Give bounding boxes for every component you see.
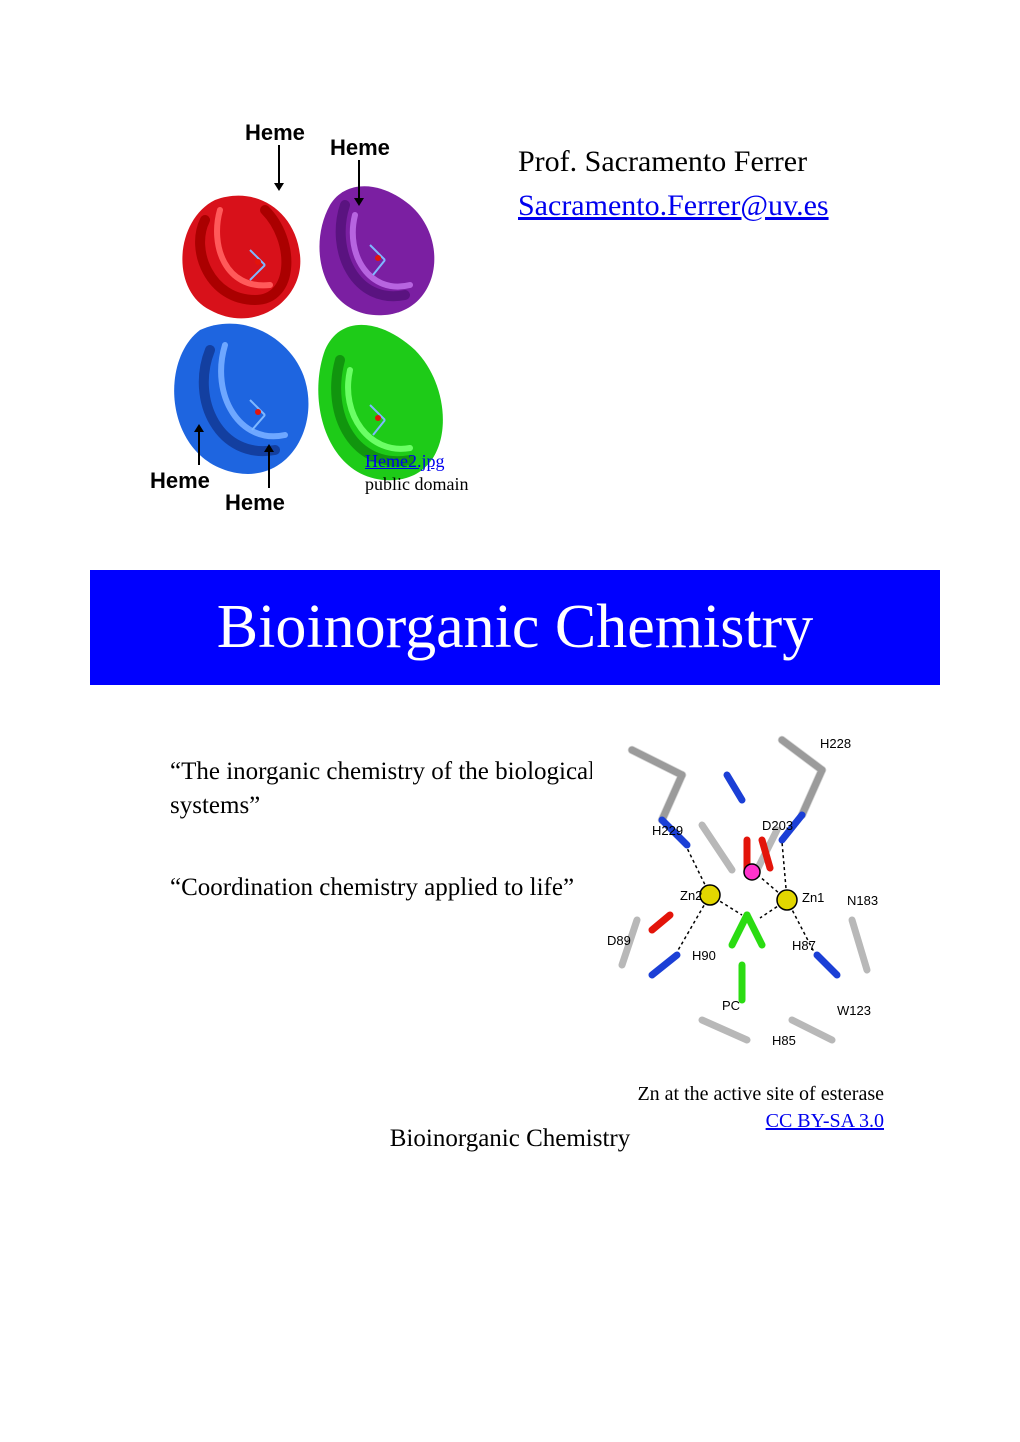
page-title: Bioinorganic Chemistry <box>217 592 813 663</box>
title-bar: Bioinorganic Chemistry <box>90 570 940 685</box>
top-row: Heme Heme Heme Heme Heme2.jpg public dom… <box>0 110 1020 520</box>
residue-label: H229 <box>652 823 683 838</box>
zn-active-site-diagram: H228 H229 D203 Zn2 Zn1 N183 D89 H90 H87 … <box>592 720 884 1058</box>
heme-label-top-right: Heme <box>330 135 390 161</box>
residue-label: Zn2 <box>680 888 702 903</box>
arrow-icon <box>268 450 270 488</box>
residue-label: N183 <box>847 893 878 908</box>
residue-label: H90 <box>692 948 716 963</box>
heme-label-bottom-left: Heme <box>150 468 210 494</box>
residue-label: PC <box>722 998 740 1013</box>
residue-label: D89 <box>607 933 631 948</box>
quote-2: “Coordination chemistry applied to life” <box>170 871 610 905</box>
quotes-block: “The inorganic chemistry of the biologic… <box>170 755 610 952</box>
professor-block: Prof. Sacramento Ferrer Sacramento.Ferre… <box>518 140 829 227</box>
residue-label: H228 <box>820 736 851 751</box>
professor-name: Prof. Sacramento Ferrer <box>518 140 829 184</box>
residue-label: D203 <box>762 818 793 833</box>
residue-label: W123 <box>837 1003 871 1018</box>
arrow-icon <box>198 430 200 465</box>
residue-label: H85 <box>772 1033 796 1048</box>
heme-label-bottom-right: Heme <box>225 490 285 516</box>
heme-image-link[interactable]: Heme2.jpg <box>365 451 444 471</box>
residue-label: H87 <box>792 938 816 953</box>
residue-label: Zn1 <box>802 890 824 905</box>
zn-figure: H228 H229 D203 Zn2 Zn1 N183 D89 H90 H87 … <box>592 720 884 1135</box>
professor-email-link[interactable]: Sacramento.Ferrer@uv.es <box>518 189 829 222</box>
heme-image-license: public domain <box>365 474 468 494</box>
zn-caption-text: Zn at the active site of esterase <box>637 1083 884 1105</box>
heme-label-top-left: Heme <box>245 120 305 146</box>
arrow-icon <box>358 160 360 200</box>
footer-text: Bioinorganic Chemistry <box>0 1125 1020 1153</box>
heme-image-credit: Heme2.jpg public domain <box>365 450 468 497</box>
quote-1: “The inorganic chemistry of the biologic… <box>170 755 610 823</box>
arrow-icon <box>278 145 280 185</box>
hemoglobin-diagram <box>155 150 455 500</box>
